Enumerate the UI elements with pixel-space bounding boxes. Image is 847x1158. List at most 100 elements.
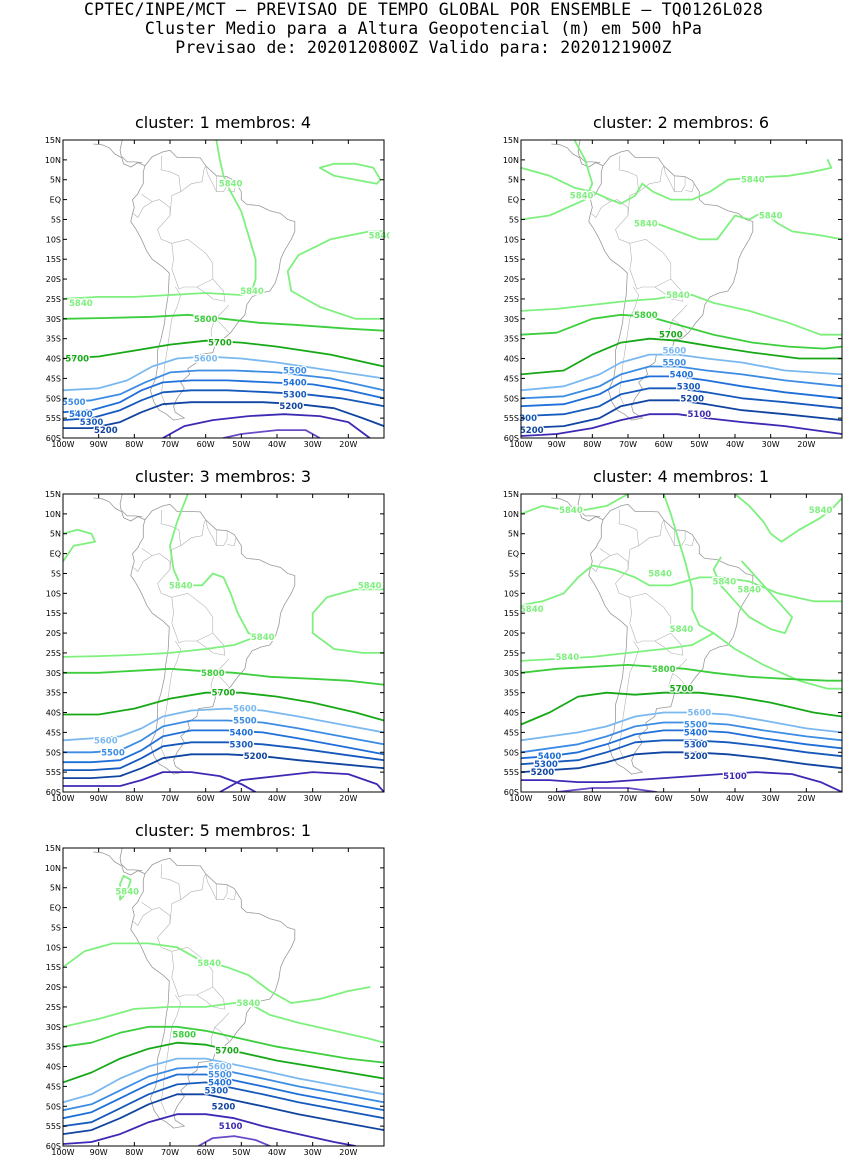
contour-label: 5840 [809, 506, 833, 516]
lon-tick-label: 70W [161, 794, 179, 803]
contour-label: 5100 [219, 1122, 243, 1132]
contour-label: 5200 [279, 402, 303, 412]
contour-label: 5800 [172, 1031, 196, 1041]
lat-tick-label: 35S [46, 689, 61, 698]
lat-tick-label: 45S [504, 728, 519, 737]
contour-label: 5840 [670, 625, 694, 635]
contour-label: 5600 [94, 736, 118, 746]
contour-label: 5300 [283, 390, 307, 400]
lat-tick-label: 15N [45, 490, 61, 499]
lat-tick-label: 10S [46, 943, 61, 952]
contour-label: 5100 [687, 410, 711, 420]
lat-tick-label: 15N [503, 136, 519, 145]
contour-label: 5200 [244, 752, 268, 762]
contour-label: 5840 [556, 653, 580, 663]
header-line-1: CPTEC/INPE/MCT — PREVISAO DE TEMPO GLOBA… [0, 0, 847, 19]
contour-label: 5400 [283, 378, 307, 388]
contour-label: 5840 [570, 192, 594, 202]
contour-label: 5840 [634, 219, 658, 229]
contour-label: 5840 [69, 299, 93, 309]
lat-tick-label: EQ [50, 196, 61, 205]
lon-tick-label: 50W [690, 440, 708, 449]
contour-label: 5840 [520, 605, 544, 615]
lon-tick-label: 80W [125, 440, 143, 449]
lon-tick-label: 90W [90, 794, 108, 803]
contour-label: 5600 [687, 709, 711, 719]
contour-label: 5800 [201, 669, 225, 679]
map-panel-cluster-1: 5840584058405840584058005700570056005500… [30, 134, 390, 450]
lon-tick-label: 70W [161, 1148, 179, 1157]
panel-title-cluster-3: cluster: 3 membros: 3 [58, 467, 388, 486]
lon-tick-label: 40W [268, 794, 286, 803]
lat-tick-label: 25S [46, 295, 61, 304]
lat-tick-label: 45S [504, 374, 519, 383]
panel-title-cluster-1: cluster: 1 membros: 4 [58, 113, 388, 132]
lon-tick-label: 100W [51, 440, 74, 449]
contour-label: 5500 [62, 398, 86, 408]
contour-label: 5840 [648, 569, 672, 579]
panel-title-cluster-5: cluster: 5 membros: 1 [58, 821, 388, 840]
lon-tick-label: 70W [619, 440, 637, 449]
contour-label: 5400 [229, 728, 253, 738]
contour-label: 5840 [169, 581, 193, 591]
lat-tick-label: 5N [50, 530, 61, 539]
lat-tick-label: 10S [46, 235, 61, 244]
lat-tick-label: 55S [504, 768, 519, 777]
lon-tick-label: 30W [762, 794, 780, 803]
contour-label: 5600 [194, 355, 218, 365]
lat-tick-label: 5S [51, 923, 61, 932]
header-line-2: Cluster Medio para a Altura Geopotencial… [0, 19, 847, 38]
contour-label: 5840 [369, 231, 390, 241]
contour-label: 5840 [737, 585, 761, 595]
lat-tick-label: 10N [45, 864, 61, 873]
lat-tick-label: 15N [45, 136, 61, 145]
lat-tick-label: 55S [46, 768, 61, 777]
contour-label: 5700 [659, 331, 683, 341]
contour-label: 5200 [520, 426, 544, 436]
lat-tick-label: 15S [504, 255, 519, 264]
panel-title-cluster-2: cluster: 2 membros: 6 [516, 113, 846, 132]
lon-tick-label: 40W [268, 440, 286, 449]
lon-tick-label: 100W [51, 1148, 74, 1157]
lon-tick-label: 30W [304, 440, 322, 449]
lat-tick-label: 35S [504, 689, 519, 698]
lat-tick-label: 55S [504, 414, 519, 423]
contour-label: 5840 [358, 581, 382, 591]
lat-tick-label: 20S [46, 983, 61, 992]
lon-tick-label: 50W [232, 1148, 250, 1157]
contour-label: 5840 [741, 176, 765, 186]
contour-label: 5840 [759, 211, 783, 221]
lat-tick-label: 35S [46, 335, 61, 344]
lat-tick-label: 30S [46, 1023, 61, 1032]
map-panel-cluster-2: 5840584058405840584058005700560055005400… [488, 134, 847, 450]
lat-tick-label: 15S [46, 963, 61, 972]
contour-label: 5200 [531, 768, 555, 778]
lat-tick-label: 10S [46, 589, 61, 598]
lon-tick-label: 100W [509, 794, 532, 803]
lat-tick-label: 15S [46, 255, 61, 264]
lat-tick-label: 40S [46, 709, 61, 718]
lon-tick-label: 90W [90, 1148, 108, 1157]
lon-tick-label: 40W [726, 440, 744, 449]
lon-tick-label: 60W [197, 440, 215, 449]
lat-tick-label: 10N [45, 156, 61, 165]
lat-tick-label: EQ [50, 550, 61, 559]
contour-label: 5400 [670, 370, 694, 380]
lat-tick-label: 40S [46, 1063, 61, 1072]
lat-tick-label: 40S [46, 355, 61, 364]
lon-tick-label: 30W [304, 794, 322, 803]
lat-tick-label: 30S [504, 669, 519, 678]
lat-tick-label: 25S [504, 649, 519, 658]
contour-label: 5100 [723, 772, 747, 782]
lon-tick-label: 50W [232, 794, 250, 803]
lat-tick-label: 50S [46, 394, 61, 403]
lat-tick-label: 20S [504, 629, 519, 638]
lon-tick-label: 40W [726, 794, 744, 803]
contour-label: 5200 [212, 1102, 236, 1112]
lon-tick-label: 100W [509, 440, 532, 449]
contour-label: 5700 [212, 689, 236, 699]
contour-label: 5500 [101, 748, 125, 758]
lon-tick-label: 80W [583, 440, 601, 449]
lat-tick-label: 5N [50, 884, 61, 893]
